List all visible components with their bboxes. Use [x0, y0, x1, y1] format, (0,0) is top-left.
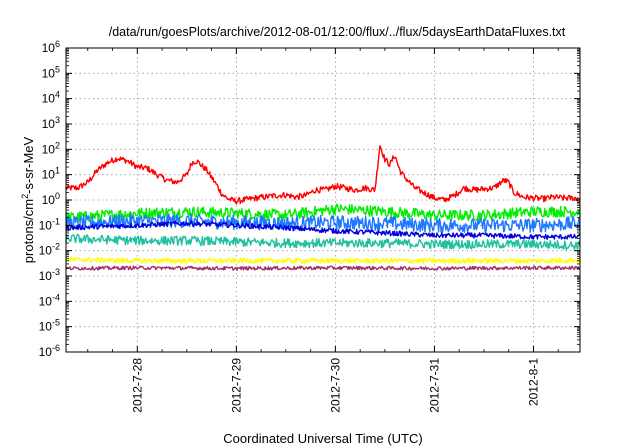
series-line-5	[65, 233, 581, 251]
y-tick-label: 103	[42, 115, 60, 131]
y-tick-label: 104	[42, 90, 60, 106]
y-tick-label: 102	[42, 140, 60, 156]
y-axis-title: protons/cm2-s-sr-MeV	[20, 136, 36, 263]
y-tick-label: 101	[42, 166, 60, 182]
y-tick-label: 10-1	[39, 216, 60, 232]
x-tick-label: 2012-8-1	[526, 358, 540, 406]
series-line-3	[65, 213, 581, 233]
series-line-7	[65, 265, 581, 271]
chart-title: /data/run/goesPlots/archive/2012-08-01/1…	[109, 25, 566, 39]
y-tick-label: 10-3	[39, 267, 60, 283]
series-line-4	[65, 220, 581, 240]
y-tick-label: 100	[42, 191, 60, 207]
y-tick-label: 10-2	[39, 242, 60, 258]
y-tick-label: 10-5	[39, 318, 60, 334]
y-tick-label: 10-6	[39, 343, 60, 359]
x-tick-label: 2012-7-28	[130, 358, 144, 413]
y-tick-label: 105	[42, 64, 60, 80]
x-axis-title: Coordinated Universal Time (UTC)	[223, 431, 422, 446]
y-axis-title-superscript: 2	[20, 194, 30, 199]
series-group	[65, 145, 581, 271]
series-line-1	[65, 145, 581, 205]
grid	[66, 48, 580, 352]
y-tick-label: 10-4	[39, 292, 60, 308]
x-tick-label: 2012-7-31	[427, 358, 441, 413]
axes: 10-6 10-5 10-4 10-3 10-2 10-1 100 101 102 103 104 1…	[39, 39, 580, 413]
y-tick-label: 106	[42, 39, 60, 55]
y-axis-title-part2: -s-sr-MeV	[21, 136, 36, 193]
series-line-6	[65, 256, 581, 264]
y-axis-title-part1: protons/cm	[21, 199, 36, 263]
x-tick-label: 2012-7-30	[328, 358, 342, 413]
series-line-2	[65, 203, 581, 224]
x-tick-label: 2012-7-29	[229, 358, 243, 413]
